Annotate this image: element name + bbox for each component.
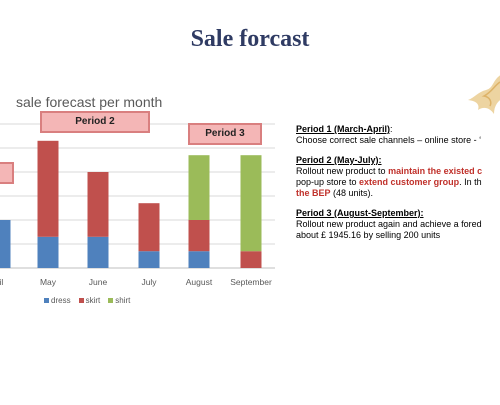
period-2-box: Period 2 — [40, 111, 150, 133]
note-period-2-heading: Period 2 (May-July): — [296, 155, 382, 165]
note-period-1-text: Choose correct sale channels – online st… — [296, 135, 482, 145]
note-period-1-heading: Period 1 (March-April) — [296, 124, 391, 134]
bar-skirt-july — [138, 203, 160, 252]
note-period-3: Period 3 (August-September): Rollout new… — [296, 208, 500, 241]
chart-title: sale forecast per month — [16, 94, 163, 110]
gold-ornament-icon — [468, 75, 500, 114]
note-period-2-highlight-3: the BEP — [296, 188, 331, 198]
note-period-3-line1: Rollout new product again and achieve a … — [296, 219, 482, 229]
note-period-2: Period 2 (May-July): Rollout new product… — [296, 155, 500, 199]
note-period-2-line3-tail: (48 units). — [330, 188, 374, 198]
bar-shirt-september — [240, 155, 262, 252]
period-notes: Period 1 (March-April): Choose correct s… — [296, 124, 500, 250]
bar-skirt-september — [240, 251, 262, 268]
legend-item-shirt: shirt — [108, 296, 130, 305]
bar-dress-august — [188, 251, 210, 268]
x-tick-label: ril — [0, 277, 3, 287]
note-period-2-highlight-2: extend customer group — [359, 177, 460, 187]
x-tick-label: August — [186, 277, 213, 287]
bar-skirt-june — [87, 172, 109, 237]
x-tick-label: June — [89, 277, 108, 287]
slide-title: Sale forcast — [190, 26, 310, 52]
legend-item-dress: dress — [44, 296, 71, 305]
bar-skirt-may — [37, 140, 59, 237]
bar-dress-may — [37, 236, 59, 268]
period-1-box-partial — [0, 162, 14, 184]
bar-skirt-august — [188, 220, 210, 252]
x-tick-label: September — [230, 277, 272, 287]
period-3-box: Period 3 — [188, 123, 262, 145]
bar-dress-june — [87, 236, 109, 268]
note-period-2-highlight-1: maintain the existed c — [388, 166, 483, 176]
legend-swatch-shirt — [108, 298, 114, 303]
x-tick-label: May — [40, 277, 57, 287]
legend-label-dress: dress — [51, 296, 71, 305]
note-period-3-line2: about £ 1945.16 by selling 200 units — [296, 230, 441, 240]
legend-swatch-dress — [44, 298, 49, 303]
note-period-3-heading: Period 3 (August-September): — [296, 208, 424, 218]
note-period-2-line2: pop-up store to — [296, 177, 360, 187]
legend-label-shirt: shirt — [115, 296, 131, 305]
bar-dress-ril — [0, 220, 11, 268]
legend-swatch-skirt — [78, 298, 84, 303]
note-period-1-colon: : — [390, 124, 393, 134]
chart-legend: dress skirt shirt — [44, 296, 130, 305]
legend-item-skirt: skirt — [78, 296, 101, 305]
bar-dress-july — [138, 251, 160, 268]
legend-label-skirt: skirt — [85, 296, 101, 305]
stacked-bar-chart: ril May June July August September — [0, 123, 275, 287]
note-period-2-line1: Rollout new product to — [296, 166, 389, 176]
note-period-1: Period 1 (March-April): Choose correct s… — [296, 124, 500, 146]
x-tick-label: July — [141, 277, 157, 287]
note-period-2-line2-tail: . In th — [459, 177, 482, 187]
bar-shirt-august — [188, 155, 210, 220]
